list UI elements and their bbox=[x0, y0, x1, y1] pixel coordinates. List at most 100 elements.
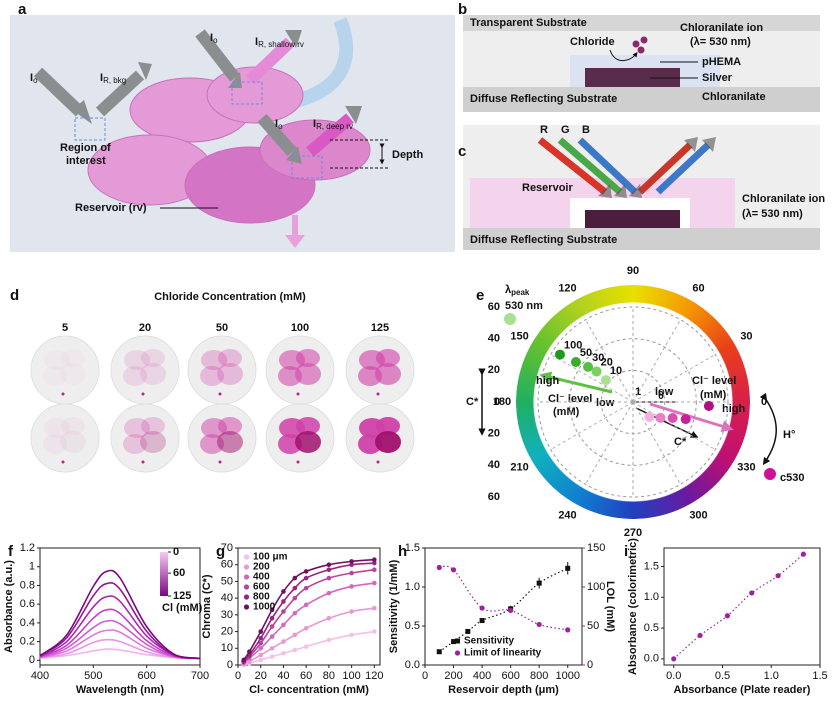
data-point bbox=[281, 622, 286, 628]
roi-box bbox=[74, 117, 106, 141]
legend-label: 100 μm bbox=[253, 552, 288, 563]
data-point bbox=[258, 640, 264, 646]
y-tick-label: 1 bbox=[29, 561, 35, 573]
data-point bbox=[565, 565, 571, 571]
trend-label: high bbox=[722, 403, 745, 415]
ir-label: IR, shallow rv bbox=[255, 36, 304, 49]
panel-c: c R G B Reservoir Chloranilate ion (λ= 5… bbox=[458, 124, 825, 250]
y-tick-label: 10 bbox=[221, 642, 233, 654]
data-line bbox=[243, 562, 375, 663]
data-point bbox=[292, 632, 298, 638]
y-tick-label: 60 bbox=[488, 301, 500, 313]
y-tick-label: 0.5 bbox=[405, 620, 420, 632]
data-point bbox=[349, 570, 354, 576]
y2-tick-label: 50 bbox=[587, 620, 599, 632]
reservoir-petal bbox=[124, 418, 150, 438]
green-trend bbox=[539, 371, 613, 394]
y-tick-label: 0.2 bbox=[20, 636, 35, 648]
y-tick-label: 40 bbox=[488, 459, 500, 471]
x-tick-label: 0 bbox=[235, 670, 241, 682]
region-label: interest bbox=[66, 155, 106, 167]
data-point bbox=[697, 632, 703, 639]
substrate-label: Transparent Substrate bbox=[470, 17, 587, 29]
sub: o bbox=[213, 36, 218, 45]
data-point bbox=[372, 567, 377, 573]
rgb-arrows bbox=[537, 137, 711, 195]
y-tick-label: 1.0 bbox=[405, 581, 420, 593]
data-point bbox=[680, 414, 691, 425]
x-tick-label: 40 bbox=[277, 670, 289, 682]
io-label: Io bbox=[210, 32, 218, 45]
data-point bbox=[479, 605, 485, 611]
y-tick-label: 1.5 bbox=[405, 542, 420, 554]
data-point bbox=[349, 562, 354, 568]
data-line bbox=[39, 638, 201, 660]
exchange-arrow bbox=[609, 49, 638, 62]
i: I bbox=[275, 118, 278, 130]
phema-label: pHEMA bbox=[702, 56, 741, 68]
incident-arrow bbox=[33, 67, 85, 117]
silver-label: Silver bbox=[702, 72, 733, 84]
column-label: 20 bbox=[139, 322, 151, 334]
legend-label: 800 bbox=[253, 592, 270, 603]
panel-letter: f bbox=[8, 543, 14, 560]
i: I bbox=[210, 32, 213, 44]
data-point bbox=[258, 652, 264, 658]
data-point bbox=[303, 585, 309, 591]
legend-label: 200 bbox=[253, 562, 270, 573]
inlet bbox=[141, 392, 145, 396]
i: I bbox=[313, 118, 316, 130]
unit-label: 1 bbox=[635, 386, 641, 398]
y-tick-label: 20 bbox=[221, 625, 233, 637]
data-point bbox=[303, 569, 309, 574]
theta-label: θ bbox=[658, 390, 664, 402]
legend-swatch bbox=[455, 638, 460, 644]
y-tick-label: 70 bbox=[221, 542, 233, 554]
data-point bbox=[247, 659, 252, 664]
data-point bbox=[479, 618, 485, 624]
grid-spoke bbox=[632, 401, 716, 450]
trend-label: low bbox=[655, 386, 674, 398]
x-tick-label: 80 bbox=[323, 670, 335, 682]
device-photo bbox=[30, 403, 100, 473]
legend-swatch bbox=[243, 604, 250, 610]
reservoir-petal bbox=[296, 417, 320, 435]
y-tick-label: 60 bbox=[488, 491, 500, 503]
grid-circle bbox=[537, 306, 729, 498]
x-axis-label: Cl- concentration (mM) bbox=[249, 684, 369, 696]
incident-arrow bbox=[195, 29, 240, 82]
reservoir-petal bbox=[218, 349, 242, 367]
legend-label: Sensitivity bbox=[464, 636, 514, 647]
arrow-heads bbox=[72, 30, 362, 164]
y-tick-label: 1.2 bbox=[20, 542, 35, 554]
data-line bbox=[243, 607, 375, 665]
x-tick-label: 0.5 bbox=[715, 670, 730, 682]
data-point bbox=[326, 562, 332, 568]
data-point bbox=[644, 411, 655, 422]
data-line bbox=[39, 619, 201, 660]
data-point bbox=[241, 657, 246, 663]
data-point bbox=[269, 624, 275, 629]
trend-label: high bbox=[536, 375, 559, 387]
x-tick-label: 600 bbox=[501, 670, 519, 682]
diffuse-substrate bbox=[463, 228, 820, 250]
reservoir-petal bbox=[295, 363, 321, 385]
angle-label: 30 bbox=[740, 330, 752, 342]
data-point bbox=[258, 657, 264, 663]
y2-axis-label: LOL (mM) bbox=[604, 581, 616, 632]
y-tick-label: 40 bbox=[488, 333, 500, 345]
i: I bbox=[30, 72, 33, 84]
x-axis-label: Reservoir depth (μm) bbox=[448, 684, 559, 696]
column-label: 50 bbox=[216, 322, 228, 334]
x-tick-label: 20 bbox=[255, 670, 267, 682]
ion-dot bbox=[637, 46, 645, 54]
data-point bbox=[724, 613, 730, 619]
data-point bbox=[508, 607, 514, 614]
panel-letter: a bbox=[18, 1, 27, 18]
data-point bbox=[281, 609, 286, 614]
data-point bbox=[326, 590, 332, 596]
point-label: 30 bbox=[592, 352, 604, 364]
io-label: Io bbox=[30, 72, 38, 85]
data-point bbox=[372, 605, 377, 611]
